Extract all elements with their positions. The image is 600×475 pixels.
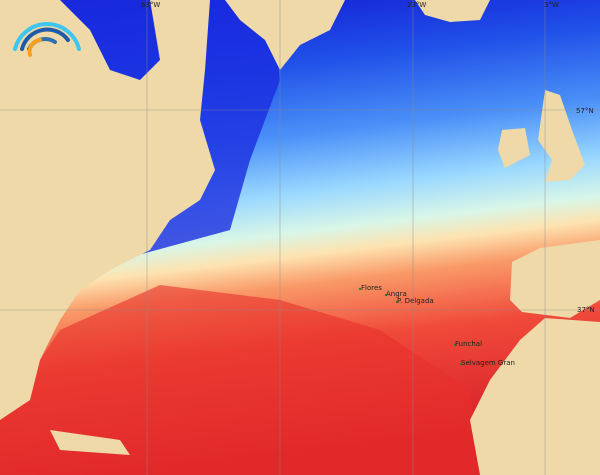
lat-label: 57°N [576, 107, 594, 115]
svg-text:P. Delgada: P. Delgada [397, 297, 434, 305]
lon-label: 63°W [141, 1, 160, 9]
lat-label: 37°N [577, 306, 595, 314]
caribbean [50, 430, 130, 455]
lon-label: 3°W [544, 1, 559, 9]
north-america [0, 0, 215, 420]
svg-text:Angra: Angra [386, 290, 407, 298]
iceland [415, 0, 490, 22]
place-selvagem-grande[interactable]: Selvagem Gran [459, 359, 515, 367]
iberia-africa [470, 240, 600, 475]
svg-text:Funchal: Funchal [455, 340, 482, 348]
svg-text:Selvagem Gran: Selvagem Gran [461, 359, 515, 367]
greenland [225, 0, 345, 70]
place-ponta-delgada[interactable]: P. Delgada [395, 297, 434, 305]
great-britain [538, 90, 585, 182]
lon-label: 23°W [407, 1, 426, 9]
place-funchal[interactable]: Funchal [453, 340, 482, 348]
place-flores[interactable]: Flores [358, 284, 382, 292]
svg-text:Flores: Flores [361, 284, 382, 292]
place-angra[interactable]: Angra [384, 290, 407, 298]
ireland [498, 128, 530, 168]
warm-water-south [0, 285, 480, 475]
rainbow-wave-logo [13, 22, 81, 57]
